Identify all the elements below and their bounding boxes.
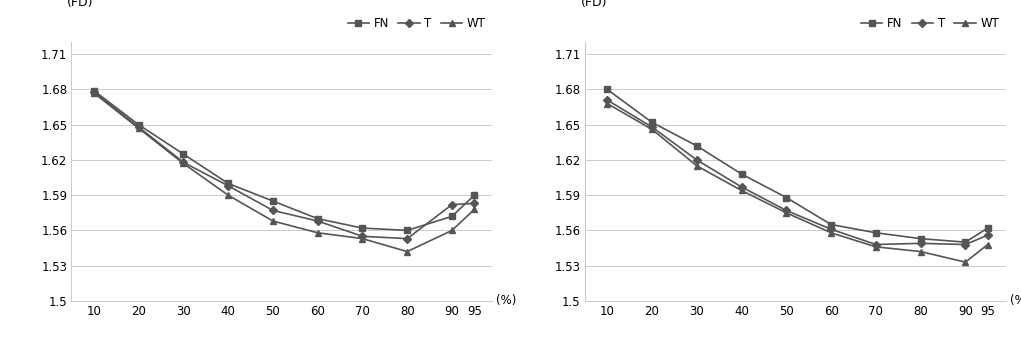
WT — [646, 127, 659, 132]
T — [222, 184, 234, 188]
Text: (%): (%) — [496, 295, 517, 307]
FN — [88, 88, 100, 93]
T — [870, 242, 882, 247]
Line: T: T — [91, 89, 478, 242]
FN — [915, 236, 927, 241]
Line: WT: WT — [604, 101, 991, 265]
T — [469, 201, 481, 206]
T — [690, 158, 702, 162]
Text: (FD): (FD) — [581, 0, 607, 9]
WT — [88, 91, 100, 95]
Line: FN: FN — [91, 87, 478, 234]
Legend: FN, T, WT: FN, T, WT — [343, 12, 491, 35]
Line: WT: WT — [91, 90, 478, 255]
T — [311, 219, 324, 223]
WT — [401, 250, 414, 254]
FN — [446, 214, 458, 218]
WT — [690, 164, 702, 168]
T — [960, 242, 972, 247]
FN — [469, 193, 481, 197]
WT — [870, 245, 882, 249]
FN — [133, 122, 145, 127]
FN — [960, 240, 972, 244]
FN — [601, 87, 614, 92]
T — [133, 125, 145, 129]
T — [601, 98, 614, 102]
FN — [401, 228, 414, 233]
FN — [825, 222, 837, 227]
FN — [266, 199, 279, 203]
Legend: FN, T, WT: FN, T, WT — [857, 12, 1004, 35]
FN — [735, 172, 747, 176]
T — [915, 241, 927, 245]
T — [88, 90, 100, 94]
WT — [133, 126, 145, 130]
WT — [780, 211, 792, 215]
Text: (%): (%) — [1010, 295, 1021, 307]
T — [446, 202, 458, 207]
WT — [981, 242, 993, 247]
WT — [311, 231, 324, 235]
Line: FN: FN — [604, 86, 991, 245]
WT — [356, 236, 369, 241]
WT — [825, 231, 837, 235]
WT — [469, 207, 481, 211]
FN — [356, 226, 369, 230]
T — [981, 233, 993, 237]
Line: T: T — [604, 97, 991, 248]
FN — [646, 120, 659, 125]
WT — [222, 193, 234, 197]
FN — [981, 226, 993, 230]
WT — [915, 250, 927, 254]
FN — [690, 144, 702, 148]
T — [356, 234, 369, 239]
T — [401, 236, 414, 241]
T — [646, 125, 659, 129]
WT — [735, 188, 747, 193]
WT — [446, 228, 458, 233]
FN — [780, 195, 792, 200]
FN — [311, 217, 324, 221]
WT — [266, 219, 279, 223]
T — [735, 185, 747, 189]
T — [825, 227, 837, 232]
T — [780, 209, 792, 213]
FN — [178, 152, 190, 156]
FN — [870, 231, 882, 235]
WT — [601, 102, 614, 106]
WT — [960, 260, 972, 264]
Text: (FD): (FD) — [67, 0, 94, 9]
T — [178, 160, 190, 164]
T — [266, 209, 279, 213]
WT — [178, 161, 190, 166]
FN — [222, 181, 234, 185]
